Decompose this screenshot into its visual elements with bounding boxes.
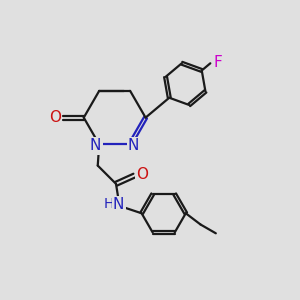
Text: H: H bbox=[104, 196, 114, 211]
Text: O: O bbox=[49, 110, 61, 125]
Text: F: F bbox=[214, 55, 222, 70]
Text: N: N bbox=[128, 138, 139, 153]
Text: N: N bbox=[113, 197, 124, 212]
Text: N: N bbox=[90, 138, 101, 153]
Text: O: O bbox=[136, 167, 148, 182]
